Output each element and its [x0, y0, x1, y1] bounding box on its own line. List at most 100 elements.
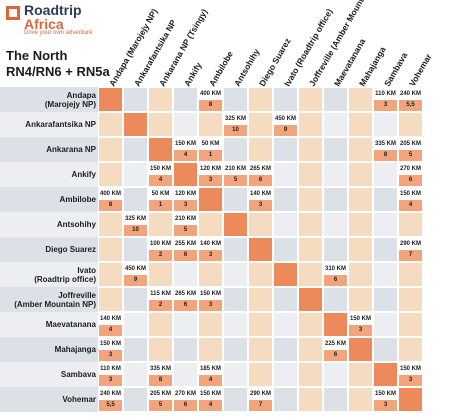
drive-time-value: 3: [99, 349, 122, 361]
distance-value: 140 KM: [199, 238, 222, 250]
grid-cell: [273, 87, 298, 112]
drive-time-value: 6: [174, 249, 197, 261]
grid-cell: [223, 187, 248, 212]
grid-cell: [323, 187, 348, 212]
grid-cell: [98, 262, 123, 287]
row-label-text: Sambava: [60, 370, 96, 379]
grid-cell: [148, 112, 173, 137]
grid-cell: [348, 287, 373, 312]
drive-time-value: 3: [374, 399, 397, 411]
distance-value: 150 KM: [149, 163, 172, 175]
drive-time-value: 7: [249, 399, 272, 411]
distance-value: 185 KM: [199, 363, 222, 375]
grid-cell: [198, 312, 223, 337]
grid-cell: [173, 337, 198, 362]
distance-value: 150 KM: [399, 363, 422, 375]
row-label-text: (Amber Mountain NP): [14, 299, 96, 309]
grid-cell: [323, 112, 348, 137]
grid-cell: [223, 87, 248, 112]
grid-cell: [373, 187, 398, 212]
title-line1: The North: [6, 48, 68, 63]
grid-cell: [123, 312, 148, 337]
distance-value: 50 KM: [199, 138, 222, 150]
grid-cell: [298, 137, 323, 162]
distance-value: 140 KM: [99, 313, 122, 325]
drive-time-value: 3: [199, 249, 222, 261]
grid-cell: [223, 312, 248, 337]
distance-value: 110 KM: [374, 88, 397, 100]
grid-cell: [273, 187, 298, 212]
drive-time-value: 4: [149, 174, 172, 186]
grid-cell: [298, 162, 323, 187]
page-title: The North RN4/RN6 + RN5a: [6, 48, 110, 80]
drive-time-value: 6: [324, 349, 347, 361]
drive-time-value: 5: [174, 224, 197, 236]
grid-cell: [273, 387, 298, 412]
grid-cell: [273, 162, 298, 187]
grid-cell: [98, 237, 123, 262]
distance-value: 265 KM: [174, 288, 197, 300]
grid-cell: [273, 362, 298, 387]
drive-time-value: 3: [199, 174, 222, 186]
grid-cell: [173, 262, 198, 287]
distance-value: 290 KM: [249, 388, 272, 400]
distance-value: 120 KM: [199, 163, 222, 175]
grid-cell: [323, 87, 348, 112]
distance-value: 265 KM: [249, 163, 272, 175]
grid-cell: [223, 237, 248, 262]
grid-cell: [298, 187, 323, 212]
grid-cell: [298, 212, 323, 237]
drive-time-value: 2: [149, 249, 172, 261]
grid-cell: [223, 362, 248, 387]
drive-time-value: 3: [199, 299, 222, 311]
distance-value: 270 KM: [174, 388, 197, 400]
distance-value: 240 KM: [399, 88, 422, 100]
grid-cell: [148, 262, 173, 287]
row-label-text: Ambilobe: [59, 195, 96, 204]
grid-cell: [248, 112, 273, 137]
grid-cell: [348, 387, 373, 412]
grid-cell: [373, 262, 398, 287]
grid-cell: [348, 137, 373, 162]
grid-cell: [323, 237, 348, 262]
logo-icon: [6, 6, 20, 20]
grid-cell: [248, 87, 273, 112]
grid-cell: [273, 312, 298, 337]
distance-value: 310 KM: [324, 263, 347, 275]
grid-cell: [398, 212, 423, 237]
row-label: Sambava: [2, 362, 96, 387]
grid-cell: [123, 87, 148, 112]
grid-cell: [298, 337, 323, 362]
grid-cell: [248, 362, 273, 387]
row-label-text: (Marojejy NP): [44, 99, 96, 109]
grid-cell: [323, 312, 348, 337]
row-label: Vohemar: [2, 387, 96, 412]
grid-cell: [348, 337, 373, 362]
grid-cell: [198, 212, 223, 237]
row-label-text: Antsohihy: [56, 220, 96, 229]
grid-cell: [173, 362, 198, 387]
grid-cell: [373, 162, 398, 187]
grid-cell: [373, 312, 398, 337]
grid-cell: [198, 112, 223, 137]
drive-time-value: 3: [99, 374, 122, 386]
row-label-text: Vohemar: [62, 395, 96, 404]
drive-time-value: 10: [224, 124, 247, 136]
grid-cell: [298, 312, 323, 337]
grid-cell: [248, 262, 273, 287]
row-label: Ivato (Roadtrip office): [2, 262, 96, 287]
grid-cell: [373, 287, 398, 312]
distance-value: 325 KM: [224, 113, 247, 125]
grid-cell: [348, 237, 373, 262]
grid-cell: [148, 87, 173, 112]
distance-value: 290 KM: [399, 238, 422, 250]
drive-time-value: 6: [399, 174, 422, 186]
grid-cell: [248, 237, 273, 262]
grid-cell: [373, 362, 398, 387]
grid-cell: [98, 212, 123, 237]
drive-time-value: 5: [149, 399, 172, 411]
distance-value: 150 KM: [99, 338, 122, 350]
row-label-text: Ankarafantsika NP: [25, 120, 96, 129]
drive-time-value: 4: [199, 399, 222, 411]
grid-cell: [123, 162, 148, 187]
